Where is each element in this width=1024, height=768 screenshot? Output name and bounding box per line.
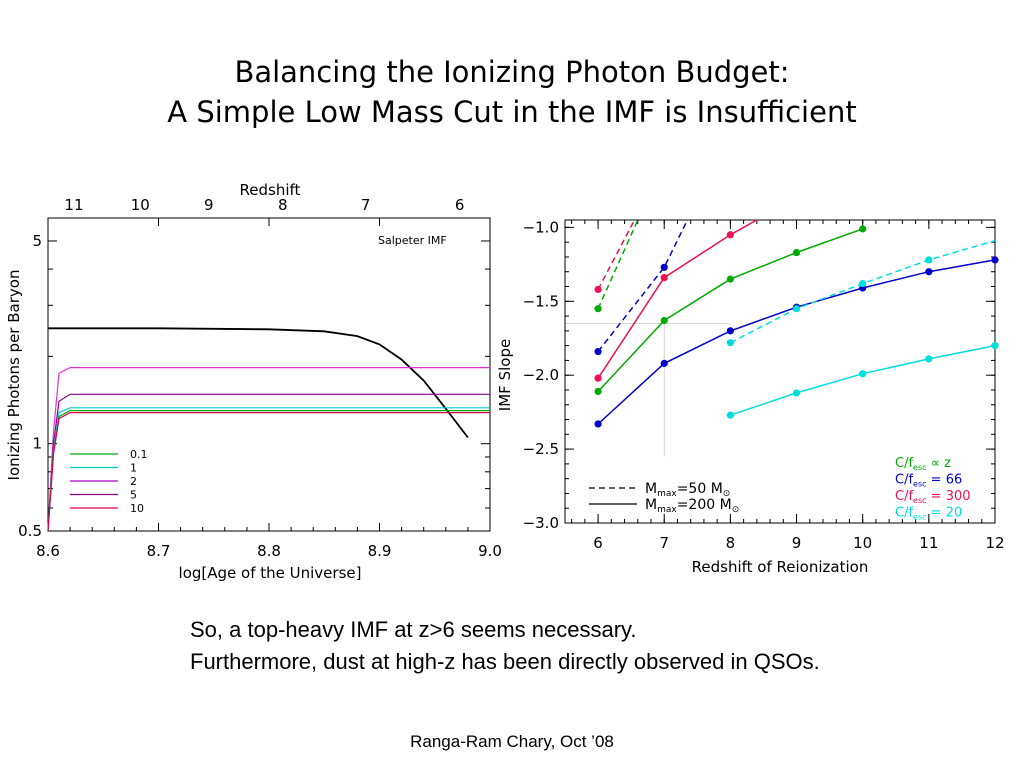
- color-legend-label: C/fesc ∝ z: [895, 456, 951, 472]
- y-tick-label: −2.0: [523, 366, 559, 384]
- y-tick-label: −1.5: [523, 292, 559, 310]
- data-point: [859, 225, 867, 233]
- legend-label: 2: [130, 475, 137, 488]
- x-tick-label: 9.0: [478, 542, 502, 560]
- slide-title: Balancing the Ionizing Photon Budget: A …: [0, 52, 1024, 132]
- y-tick-label: 1: [32, 435, 42, 453]
- data-point: [859, 279, 867, 288]
- data-point: [660, 263, 668, 271]
- series-line-solid: [597, 259, 996, 425]
- data-point: [792, 305, 801, 313]
- x-tick-label: 8.8: [257, 542, 281, 560]
- style-legend-label: Mmax=200 M⊙: [645, 497, 739, 515]
- top-tick-label: 7: [361, 196, 371, 214]
- top-tick-label: 8: [278, 196, 288, 214]
- title-line-1: Balancing the Ionizing Photon Budget:: [234, 55, 790, 89]
- data-point: [594, 347, 602, 356]
- legend-label: 0.1: [130, 448, 148, 461]
- data-point: [925, 268, 933, 276]
- series-line: [47, 367, 490, 532]
- series-line-dashed: [730, 239, 996, 344]
- top-tick-label: 10: [131, 196, 150, 214]
- y-tick-label: −1.0: [523, 218, 559, 236]
- series-line-solid: [597, 219, 758, 379]
- caption-line-1: So, a top-heavy IMF at z>6 seems necessa…: [190, 617, 637, 642]
- series-line-dashed: [597, 219, 639, 310]
- annotation-salpeter: Salpeter IMF: [378, 234, 447, 247]
- data-point: [594, 374, 602, 382]
- data-point: [660, 274, 668, 282]
- top-tick-label: 6: [455, 196, 465, 214]
- y-tick-label: −3.0: [523, 514, 559, 532]
- legend-label: 5: [130, 489, 137, 502]
- data-point: [726, 275, 734, 283]
- legend-label: 1: [130, 462, 137, 475]
- data-point: [594, 305, 602, 313]
- x-tick-label: 11: [919, 534, 938, 552]
- data-point: [726, 411, 734, 419]
- legend-label: 10: [130, 502, 144, 515]
- y-axis-label: Ionizing Photons per Baryon: [5, 270, 23, 481]
- series-line: [47, 393, 490, 532]
- data-point: [726, 327, 734, 335]
- caption-line-2: Furthermore, dust at high-z has been dir…: [190, 649, 820, 674]
- data-point: [726, 339, 734, 347]
- data-point: [660, 359, 668, 367]
- data-point: [991, 256, 999, 264]
- top-tick-label: 11: [64, 196, 83, 214]
- data-point: [594, 420, 602, 428]
- ionizing-photons-chart: 8.6 8.7 8.8 8.9 9.0 0.5 1 5 11 10 9 8 7 6 Redshift log[…: [5, 181, 502, 582]
- title-line-2: A Simple Low Mass Cut in the IMF is Insu…: [167, 95, 857, 129]
- series-line-solid: [730, 344, 996, 416]
- x-axis-label: log[Age of the Universe]: [179, 564, 362, 582]
- series-line-dashed: [597, 219, 636, 290]
- x-tick-label: 12: [985, 534, 1004, 552]
- series-line: [47, 412, 490, 532]
- data-point: [925, 355, 933, 363]
- x-tick-label: 8: [726, 534, 736, 552]
- data-point: [859, 370, 867, 378]
- top-tick-label: 9: [204, 196, 214, 214]
- plot-frame: [564, 219, 996, 524]
- x-tick-label: 8.9: [368, 542, 392, 560]
- series-line: [47, 407, 490, 532]
- style-legend-label: Mmax=50 M⊙: [645, 481, 730, 499]
- y-tick-label: 5: [32, 232, 42, 250]
- data-point: [792, 248, 801, 257]
- data-point: [594, 285, 602, 294]
- x-axis-label: Redshift of Reionization: [692, 558, 869, 576]
- data-point: [925, 256, 933, 264]
- x-tick-label: 8.6: [36, 542, 60, 560]
- data-point: [660, 316, 668, 325]
- series-line: [48, 327, 469, 439]
- data-point: [726, 231, 734, 239]
- top-axis-label: Redshift: [240, 181, 301, 199]
- y-tick-label: 0.5: [18, 522, 42, 540]
- y-tick-label: −2.5: [523, 440, 559, 458]
- data-point: [991, 342, 999, 350]
- series-line-solid: [597, 228, 863, 393]
- plot-frame: [47, 217, 491, 532]
- caption: So, a top-heavy IMF at z>6 seems necessa…: [190, 614, 820, 678]
- series-line-dashed: [597, 219, 689, 352]
- x-tick-label: 6: [593, 534, 603, 552]
- series-line: [47, 410, 490, 532]
- x-tick-label: 10: [853, 534, 872, 552]
- y-axis-label: IMF Slope: [496, 339, 514, 411]
- color-legend-label: C/fesc = 300: [895, 489, 971, 505]
- imf-slope-chart: 6 7 8 9 10 11 12 −1.0 −1.5 −2.0 −2.5 −3.0 Redshift o…: [496, 218, 1005, 576]
- color-legend-label: C/fesc = 66: [895, 473, 962, 489]
- x-tick-label: 8.7: [147, 542, 171, 560]
- footer-credit: Ranga-Ram Chary, Oct ’08: [410, 732, 614, 751]
- data-point: [594, 387, 602, 396]
- color-legend-label: C/fesc = 20: [895, 506, 962, 522]
- data-point: [792, 389, 801, 397]
- x-tick-label: 9: [792, 534, 802, 552]
- x-tick-label: 7: [659, 534, 669, 552]
